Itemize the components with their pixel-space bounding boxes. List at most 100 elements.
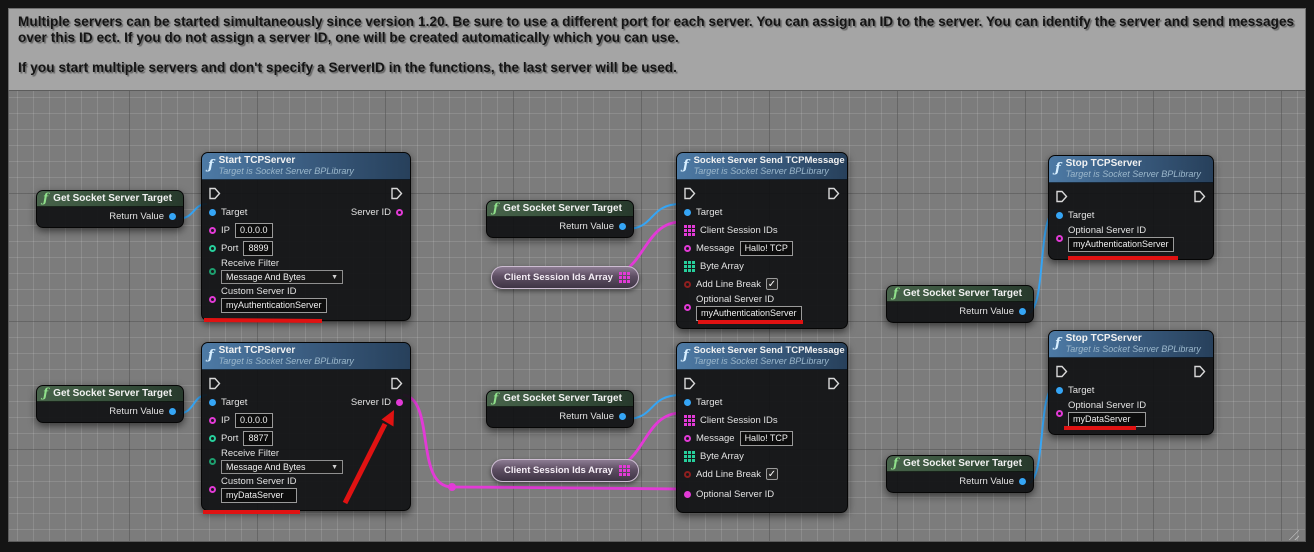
- target-pin[interactable]: [209, 398, 216, 406]
- exec-in-pin[interactable]: [1056, 365, 1068, 378]
- node-client-session-ids-array-2[interactable]: Client Session Ids Array: [491, 459, 639, 482]
- message-pin[interactable]: [684, 244, 691, 252]
- node-start-tcpserver-2[interactable]: ƒ Start TCPServer Target is Socket Serve…: [201, 342, 411, 511]
- target-pin[interactable]: [1056, 386, 1063, 394]
- client-session-ids-label: Client Session IDs: [700, 224, 778, 236]
- ip-pin[interactable]: [209, 416, 216, 424]
- node-get-socket-server-target-4[interactable]: ƒ Get Socket Server Target Return Value: [36, 385, 184, 423]
- optional-server-id-pin[interactable]: [1056, 409, 1063, 417]
- custom-server-id-pin[interactable]: [209, 295, 216, 303]
- optional-server-id-pin[interactable]: [1056, 234, 1063, 242]
- server-id-label: Server ID: [350, 206, 391, 218]
- return-value-label: Return Value: [109, 406, 164, 417]
- port-label: Port: [221, 242, 239, 254]
- node-title: Start TCPServer: [218, 155, 296, 166]
- exec-in-pin[interactable]: [684, 377, 696, 390]
- receive-filter-dropdown[interactable]: Message And Bytes ▼: [221, 270, 343, 284]
- target-label: Target: [1068, 384, 1095, 396]
- custom-server-id-label: Custom Server ID: [221, 475, 297, 487]
- message-label: Message: [696, 242, 735, 254]
- target-label: Target: [696, 396, 723, 408]
- custom-server-id-pin[interactable]: [209, 485, 216, 493]
- exec-out-pin[interactable]: [1194, 365, 1206, 378]
- node-socket-server-send-tcpmessage-2[interactable]: ƒ Socket Server Send TCPMessage Target i…: [676, 342, 848, 513]
- message-pin[interactable]: [684, 434, 691, 442]
- node-get-socket-server-target-5[interactable]: ƒ Get Socket Server Target Return Value: [486, 390, 634, 428]
- ip-pin[interactable]: [209, 226, 216, 234]
- add-line-break-pin[interactable]: [684, 280, 691, 288]
- function-icon: ƒ: [683, 348, 689, 363]
- message-input[interactable]: Hallo! TCP: [739, 240, 793, 256]
- target-pin[interactable]: [209, 208, 216, 216]
- node-stop-tcpserver-2[interactable]: ƒ Stop TCPServer Target is Socket Server…: [1048, 330, 1214, 435]
- client-session-ids-pin[interactable]: [684, 414, 695, 426]
- node-title: Socket Server Send TCPMessage: [693, 155, 845, 166]
- optional-server-id-input[interactable]: myAuthenticationServer: [1068, 236, 1174, 252]
- array-output-pin[interactable]: [618, 272, 630, 283]
- target-pin[interactable]: [684, 398, 691, 406]
- comment-node-header[interactable]: Multiple servers can be started simultan…: [8, 8, 1306, 90]
- node-get-socket-server-target-2[interactable]: ƒ Get Socket Server Target Return Value: [486, 200, 634, 238]
- target-pin[interactable]: [1056, 211, 1063, 219]
- exec-out-pin[interactable]: [1194, 190, 1206, 203]
- receive-filter-pin[interactable]: [209, 457, 216, 465]
- byte-array-pin[interactable]: [684, 260, 695, 272]
- node-client-session-ids-array-1[interactable]: Client Session Ids Array: [491, 266, 639, 289]
- receive-filter-pin[interactable]: [209, 267, 216, 275]
- node-get-socket-server-target-3[interactable]: ƒ Get Socket Server Target Return Value: [886, 285, 1034, 323]
- exec-in-pin[interactable]: [684, 187, 696, 200]
- node-title: Socket Server Send TCPMessage: [693, 345, 845, 356]
- exec-in-pin[interactable]: [1056, 190, 1068, 203]
- return-value-pin[interactable]: [169, 213, 176, 220]
- node-subtitle: Target is Socket Server BPLibrary: [218, 166, 354, 176]
- node-title: Get Socket Server Target: [903, 287, 1022, 299]
- custom-server-id-input[interactable]: myDataServer: [221, 487, 297, 503]
- return-value-pin[interactable]: [169, 408, 176, 415]
- return-value-pin[interactable]: [1019, 478, 1026, 485]
- node-subtitle: Target is Socket Server BPLibrary: [218, 356, 354, 366]
- exec-in-pin[interactable]: [209, 377, 221, 390]
- exec-out-pin[interactable]: [828, 377, 840, 390]
- add-line-break-checkbox[interactable]: ✓: [765, 278, 778, 290]
- optional-server-id-label: Optional Server ID: [1068, 224, 1147, 236]
- server-id-out-pin[interactable]: [396, 208, 403, 216]
- exec-out-pin[interactable]: [391, 187, 403, 200]
- optional-server-id-input[interactable]: myAuthenticationServer: [696, 305, 802, 321]
- receive-filter-value: Message And Bytes: [226, 272, 306, 282]
- optional-server-id-pin[interactable]: [684, 303, 691, 311]
- exec-in-pin[interactable]: [209, 187, 221, 200]
- target-pin[interactable]: [684, 208, 691, 216]
- ip-input[interactable]: 0.0.0.0: [234, 412, 273, 428]
- receive-filter-dropdown[interactable]: Message And Bytes ▼: [221, 460, 343, 474]
- node-get-socket-server-target-1[interactable]: ƒ Get Socket Server Target Return Value: [36, 190, 184, 228]
- pure-function-icon: ƒ: [893, 456, 899, 470]
- node-title: Stop TCPServer: [1065, 158, 1142, 169]
- port-input[interactable]: 8899: [243, 240, 274, 256]
- node-get-socket-server-target-6[interactable]: ƒ Get Socket Server Target Return Value: [886, 455, 1034, 493]
- return-value-pin[interactable]: [619, 223, 626, 230]
- node-stop-tcpserver-1[interactable]: ƒ Stop TCPServer Target is Socket Server…: [1048, 155, 1214, 260]
- message-input[interactable]: Hallo! TCP: [739, 430, 793, 446]
- port-input[interactable]: 8877: [243, 430, 274, 446]
- server-id-out-pin[interactable]: [396, 398, 403, 406]
- client-session-ids-pin[interactable]: [684, 224, 695, 236]
- node-socket-server-send-tcpmessage-1[interactable]: ƒ Socket Server Send TCPMessage Target i…: [676, 152, 848, 329]
- return-value-pin[interactable]: [1019, 308, 1026, 315]
- port-pin[interactable]: [209, 434, 216, 442]
- custom-server-id-input[interactable]: myAuthenticationServer: [221, 297, 327, 313]
- exec-out-pin[interactable]: [391, 377, 403, 390]
- add-line-break-pin[interactable]: [684, 470, 691, 478]
- port-pin[interactable]: [209, 244, 216, 252]
- ip-input[interactable]: 0.0.0.0: [234, 222, 273, 238]
- array-output-pin[interactable]: [618, 465, 630, 476]
- check-icon: ✓: [767, 279, 777, 290]
- byte-array-pin[interactable]: [684, 450, 695, 462]
- variable-label: Client Session Ids Array: [504, 272, 613, 283]
- add-line-break-checkbox[interactable]: ✓: [765, 468, 778, 480]
- node-start-tcpserver-1[interactable]: ƒ Start TCPServer Target is Socket Serve…: [201, 152, 411, 321]
- optional-server-id-input[interactable]: myDataServer: [1068, 411, 1147, 427]
- optional-server-id-pin[interactable]: [684, 490, 691, 498]
- receive-filter-label: Receive Filter: [221, 258, 280, 269]
- exec-out-pin[interactable]: [828, 187, 840, 200]
- return-value-pin[interactable]: [619, 413, 626, 420]
